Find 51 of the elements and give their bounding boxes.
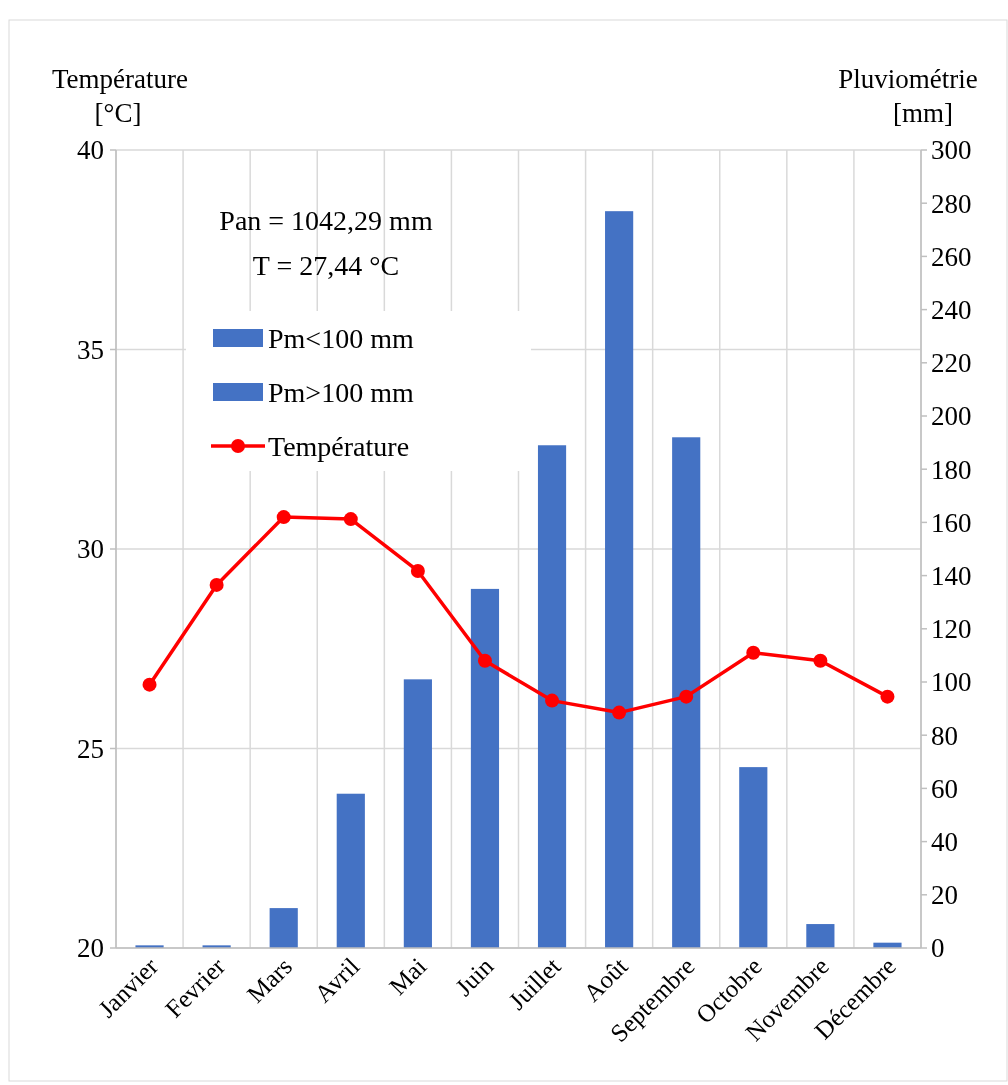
y2-tick-label: 60 — [931, 773, 958, 804]
legend-label: Pm<100 mm — [268, 322, 414, 354]
point — [142, 677, 157, 692]
y2-tick-label: 40 — [931, 827, 958, 858]
bar — [739, 767, 768, 948]
y2-tick-label: 200 — [931, 401, 972, 432]
point — [410, 563, 425, 578]
point — [880, 689, 895, 704]
y2-tick-label: 240 — [931, 295, 972, 326]
legend-label: Pm>100 mm — [268, 376, 414, 408]
point — [612, 705, 627, 720]
bar — [672, 437, 701, 948]
point — [477, 653, 492, 668]
y2-tick-label: 300 — [931, 135, 972, 166]
point — [813, 653, 828, 668]
y2-tick-label: 100 — [931, 667, 972, 698]
bar — [537, 445, 567, 948]
y-tick-label: 40 — [77, 135, 104, 166]
annotation: T = 27,44 °C — [252, 250, 400, 281]
y2-tick-label: 260 — [931, 241, 972, 272]
bar — [403, 679, 432, 948]
y-tick-label: 20 — [77, 933, 104, 964]
point — [276, 510, 291, 525]
bar — [605, 211, 634, 948]
x-tick-label: Juin — [449, 952, 499, 1002]
y2-tick-label: 120 — [931, 614, 972, 645]
y-tick-label: 30 — [77, 534, 104, 565]
y2-tick-label: 160 — [931, 507, 972, 538]
y2-tick-label: 0 — [931, 933, 945, 964]
legend-label: Température — [268, 430, 410, 462]
point — [545, 693, 560, 708]
y2-tick-label: 220 — [931, 348, 972, 379]
y2-tick-label: 140 — [931, 561, 972, 592]
x-tick-label: Mai — [383, 952, 432, 1001]
bar — [269, 908, 298, 948]
point — [746, 645, 761, 660]
bar — [470, 588, 500, 948]
y2-tick-label: 80 — [931, 720, 958, 751]
bar — [336, 793, 365, 948]
point — [343, 512, 358, 527]
annotation: Pan = 1042,29 mm — [219, 205, 433, 236]
bar — [806, 924, 835, 948]
point — [209, 577, 224, 592]
y2-tick-label: 180 — [931, 454, 972, 485]
y-tick-label: 35 — [77, 334, 104, 365]
y2-tick-label: 280 — [931, 188, 972, 219]
y-tick-label: 25 — [77, 733, 104, 764]
y-axis-title: Température [°C] — [51, 64, 189, 128]
y2-axis-title: Pluviométrie [mm] — [838, 64, 978, 128]
y2-tick-label: 20 — [931, 880, 958, 911]
point — [679, 689, 694, 704]
